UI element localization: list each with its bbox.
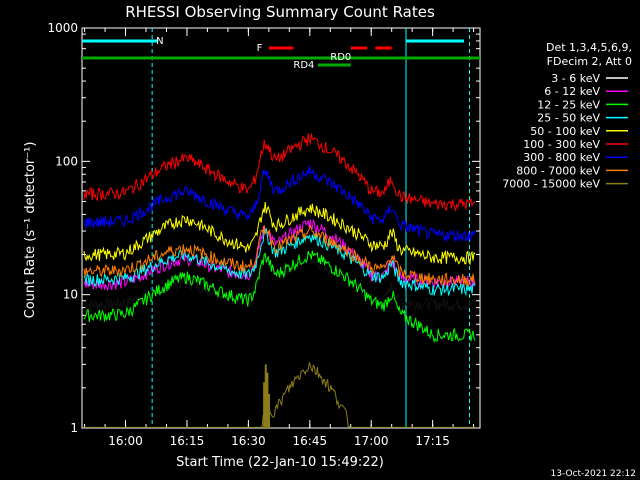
high-energy-bar [263,382,266,428]
y-tick-label: 1 [70,421,78,435]
legend-entry-label: 25 - 50 keV [537,112,600,125]
legend-header: Det 1,3,4,5,6,9, [546,41,632,54]
x-tick-label: 16:45 [293,434,328,448]
legend-entry-label: 7000 - 15000 keV [502,178,600,191]
annotation-n: N [156,36,163,47]
x-tick-label: 17:00 [354,434,389,448]
high-energy-bar [268,393,271,428]
legend-entry-label: 800 - 7000 keV [516,164,600,177]
x-tick-label: 16:30 [231,434,266,448]
legend-entry-label: 100 - 300 keV [523,138,600,151]
y-tick-label: 10 [63,288,78,302]
x-tick-label: 16:00 [108,434,143,448]
x-axis-label: Start Time (22-Jan-10 15:49:22) [176,455,384,470]
chart-title: RHESSI Observing Summary Count Rates [125,3,435,21]
high-energy-bar [266,372,269,428]
high-energy-bar [264,364,267,428]
series-line [83,202,476,266]
footer-timestamp: 13-Oct-2021 22:12 [551,469,636,479]
legend-entry-label: 300 - 800 keV [523,151,600,164]
legend-header: FDecim 2, Att 0 [547,55,632,68]
plot-frame [81,27,481,429]
series-line [83,133,476,213]
legend-entry-label: 3 - 6 keV [551,72,600,85]
series-line [83,250,476,344]
legend-entry-label: 50 - 100 keV [530,125,600,138]
series-line [83,165,476,242]
annotations: N F RD0 RD4 [82,36,480,71]
y-tick-labels: 1 10 100 1000 [47,21,78,435]
legend: Det 1,3,4,5,6,9,FDecim 2, Att 0 3 - 6 keV… [502,41,632,191]
y-tick-label: 1000 [47,21,78,35]
series-line [83,227,476,297]
x-tick-labels: 16:00 16:15 16:30 16:45 17:00 17:15 [108,434,450,448]
series-lines [83,133,476,428]
annotation-f: F [257,43,263,54]
x-tick-label: 17:15 [415,434,450,448]
annotation-rd0: RD0 [330,52,351,63]
annotation-rd4: RD4 [293,60,314,71]
tick-marks [82,27,480,429]
series-line [84,361,476,428]
y-axis-label: Count Rate (s⁻¹ detector⁻¹) [23,142,38,319]
y-tick-label: 100 [55,154,78,168]
legend-entry-label: 6 - 12 keV [544,85,600,98]
orbit-markers [82,28,470,428]
x-tick-label: 16:15 [170,434,205,448]
legend-entry-label: 12 - 25 keV [537,98,600,111]
series-line [83,218,476,291]
series-line [83,224,476,287]
